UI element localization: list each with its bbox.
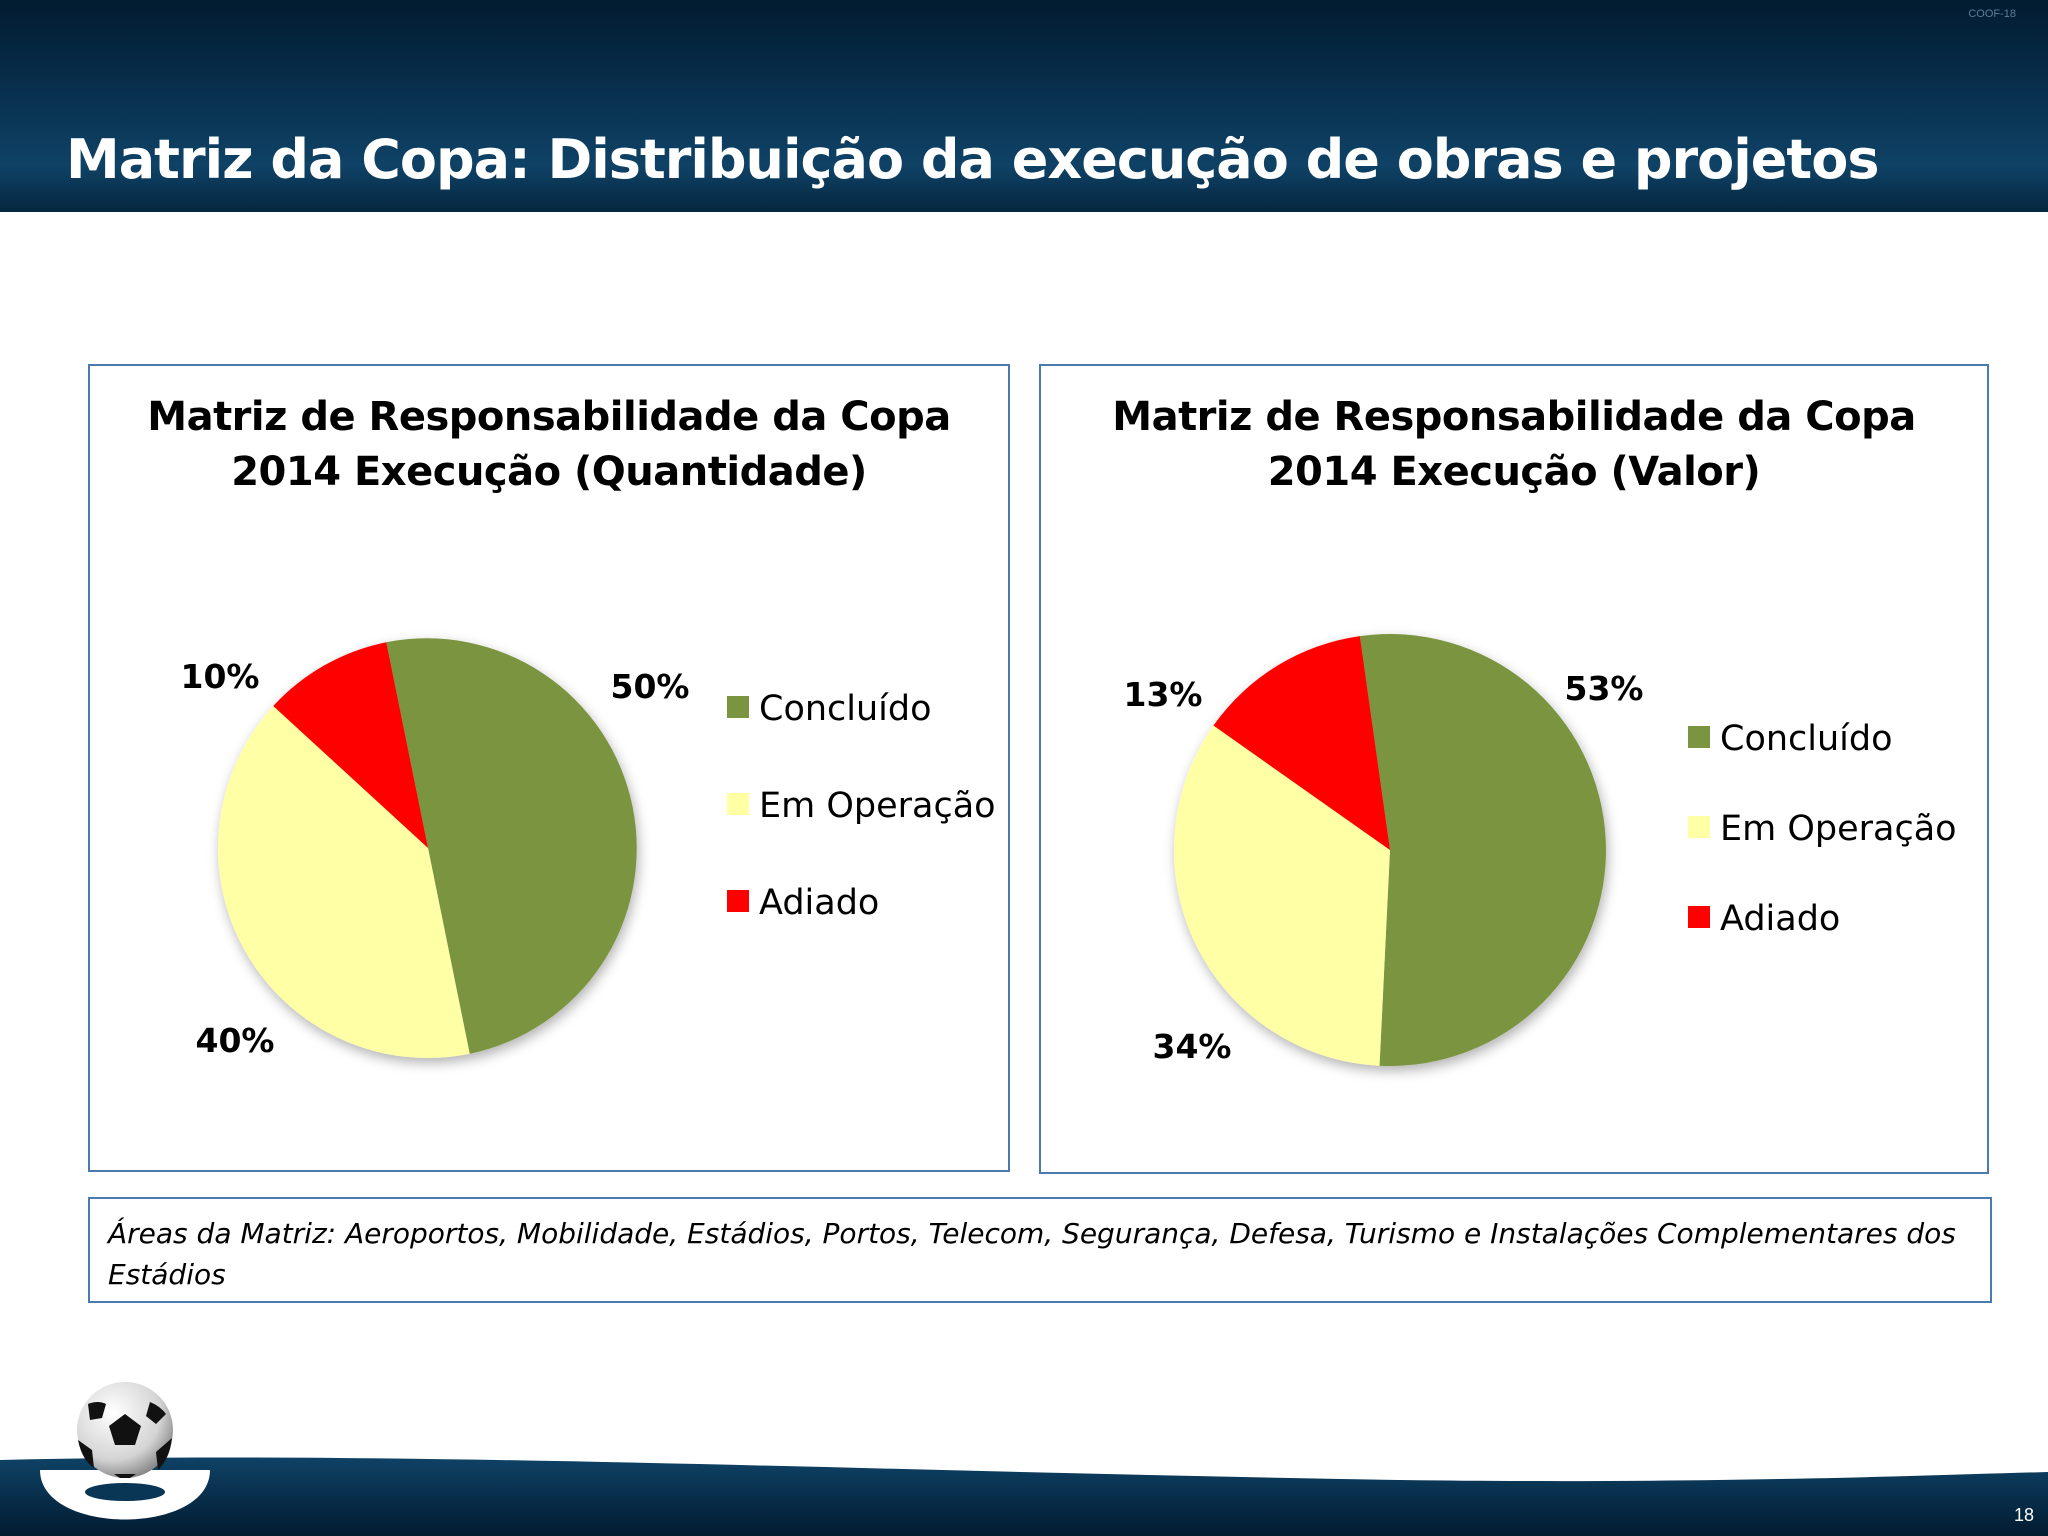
- legend-swatch-em-operacao: [1688, 816, 1710, 838]
- legend-swatch-adiado: [727, 890, 749, 912]
- legend-label-em-operacao: Em Operação: [759, 786, 996, 826]
- legend-label-em-operacao: Em Operação: [1720, 809, 1957, 849]
- data-label-em-operacao: 34%: [1153, 1027, 1232, 1066]
- pie-slice-concluido: [386, 638, 637, 1054]
- data-label-concluido: 53%: [1565, 669, 1644, 708]
- slide-code: COOF-18: [1968, 8, 2016, 20]
- pie-slice-em-operacao: [218, 706, 470, 1058]
- pie-slices: [218, 638, 637, 1058]
- data-label-adiado: 10%: [181, 657, 260, 696]
- footer-band: [0, 1382, 2048, 1536]
- pie-slice-em-operacao: [1173, 725, 1390, 1066]
- chart-title-line2: 2014 Execução (Quantidade): [231, 449, 867, 495]
- legend-swatch-adiado: [1688, 906, 1710, 928]
- legend-swatch-concluido: [1688, 726, 1710, 748]
- soccer-ball-icon: [77, 1382, 173, 1501]
- matrix-areas-note: Áreas da Matriz: Aeroportos, Mobilidade,…: [88, 1197, 1992, 1303]
- legend-swatch-em-operacao: [727, 793, 749, 815]
- data-label-em-operacao: 40%: [196, 1021, 275, 1060]
- data-label-concluido: 50%: [611, 667, 690, 706]
- page-number: 18: [2013, 1505, 2034, 1525]
- chart-title-line1: Matriz de Responsabilidade da Copa: [1112, 394, 1916, 440]
- pie-slice-concluido: [1359, 634, 1606, 1067]
- pie-chart-quantidade: 50% 40% 10% Concluído Em Operação Adiado: [181, 638, 996, 1060]
- chart-panel-valor: Matriz de Responsabilidade da Copa 2014 …: [1039, 364, 1989, 1174]
- legend-swatch-concluido: [727, 696, 749, 718]
- chart-panel-quantidade: Matriz de Responsabilidade da Copa 2014 …: [88, 364, 1010, 1172]
- pie-slices: [1173, 634, 1606, 1067]
- pie-slice-adiado: [273, 642, 428, 848]
- legend-label-adiado: Adiado: [759, 883, 879, 923]
- legend-label-concluido: Concluído: [759, 689, 932, 729]
- page-title: Matriz da Copa: Distribuição da execução…: [66, 128, 1879, 191]
- pie-chart-valor: 53% 34% 13% Concluído Em Operação Adiado: [1124, 634, 1957, 1067]
- chart-title-line2: 2014 Execução (Valor): [1267, 449, 1761, 495]
- data-label-adiado: 13%: [1124, 675, 1203, 714]
- chart-title-line1: Matriz de Responsabilidade da Copa: [147, 394, 951, 440]
- legend-label-adiado: Adiado: [1720, 899, 1840, 939]
- legend-label-concluido: Concluído: [1720, 719, 1893, 759]
- slide-header: COOF-18 Matriz da Copa: Distribuição da …: [0, 0, 2048, 212]
- pie-slice-adiado: [1213, 636, 1390, 850]
